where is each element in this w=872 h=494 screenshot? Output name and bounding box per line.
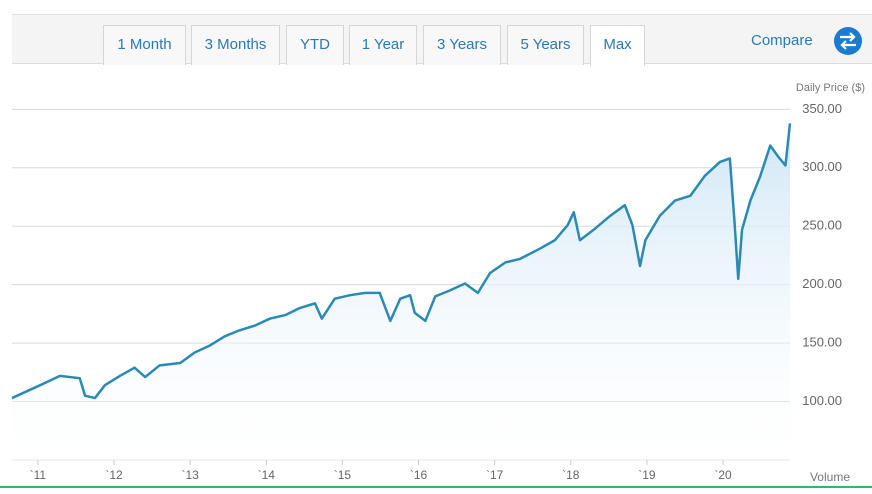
x-tick-label: `11 [30,468,47,482]
x-tick-label: `18 [562,468,580,482]
range-tab[interactable]: YTD [286,25,344,65]
range-tab[interactable]: 3 Months [191,25,280,65]
y-tick-label: 150.00 [802,335,842,350]
volume-label: Volume [810,470,850,484]
x-tick-label: `16 [410,468,428,482]
x-tick-label: `17 [486,468,504,482]
range-tab[interactable]: 1 Year [349,25,417,65]
y-axis-label: Daily Price ($) [796,82,865,94]
range-tab[interactable]: 1 Month [103,25,186,65]
y-tick-label: 200.00 [802,276,842,291]
range-tab[interactable]: 5 Years [507,25,584,65]
x-tick-label: `20 [714,468,732,482]
y-tick-label: 100.00 [802,393,842,408]
x-tick-label: `14 [258,468,276,482]
x-tick-label: `13 [181,468,199,482]
x-tick-label: `19 [638,468,656,482]
compare-icon[interactable] [834,27,862,55]
price-line [11,123,792,400]
range-tab[interactable]: 3 Years [423,25,501,65]
compare-link[interactable]: Compare [751,32,813,49]
y-tick-label: 350.00 [802,101,842,116]
y-tick-label: 300.00 [802,159,842,174]
area-fill [12,123,790,461]
y-tick-label: 250.00 [802,218,842,233]
x-tick-label: `12 [105,468,123,482]
x-tick-label: `15 [334,468,352,482]
range-tab[interactable]: Max [590,25,645,66]
